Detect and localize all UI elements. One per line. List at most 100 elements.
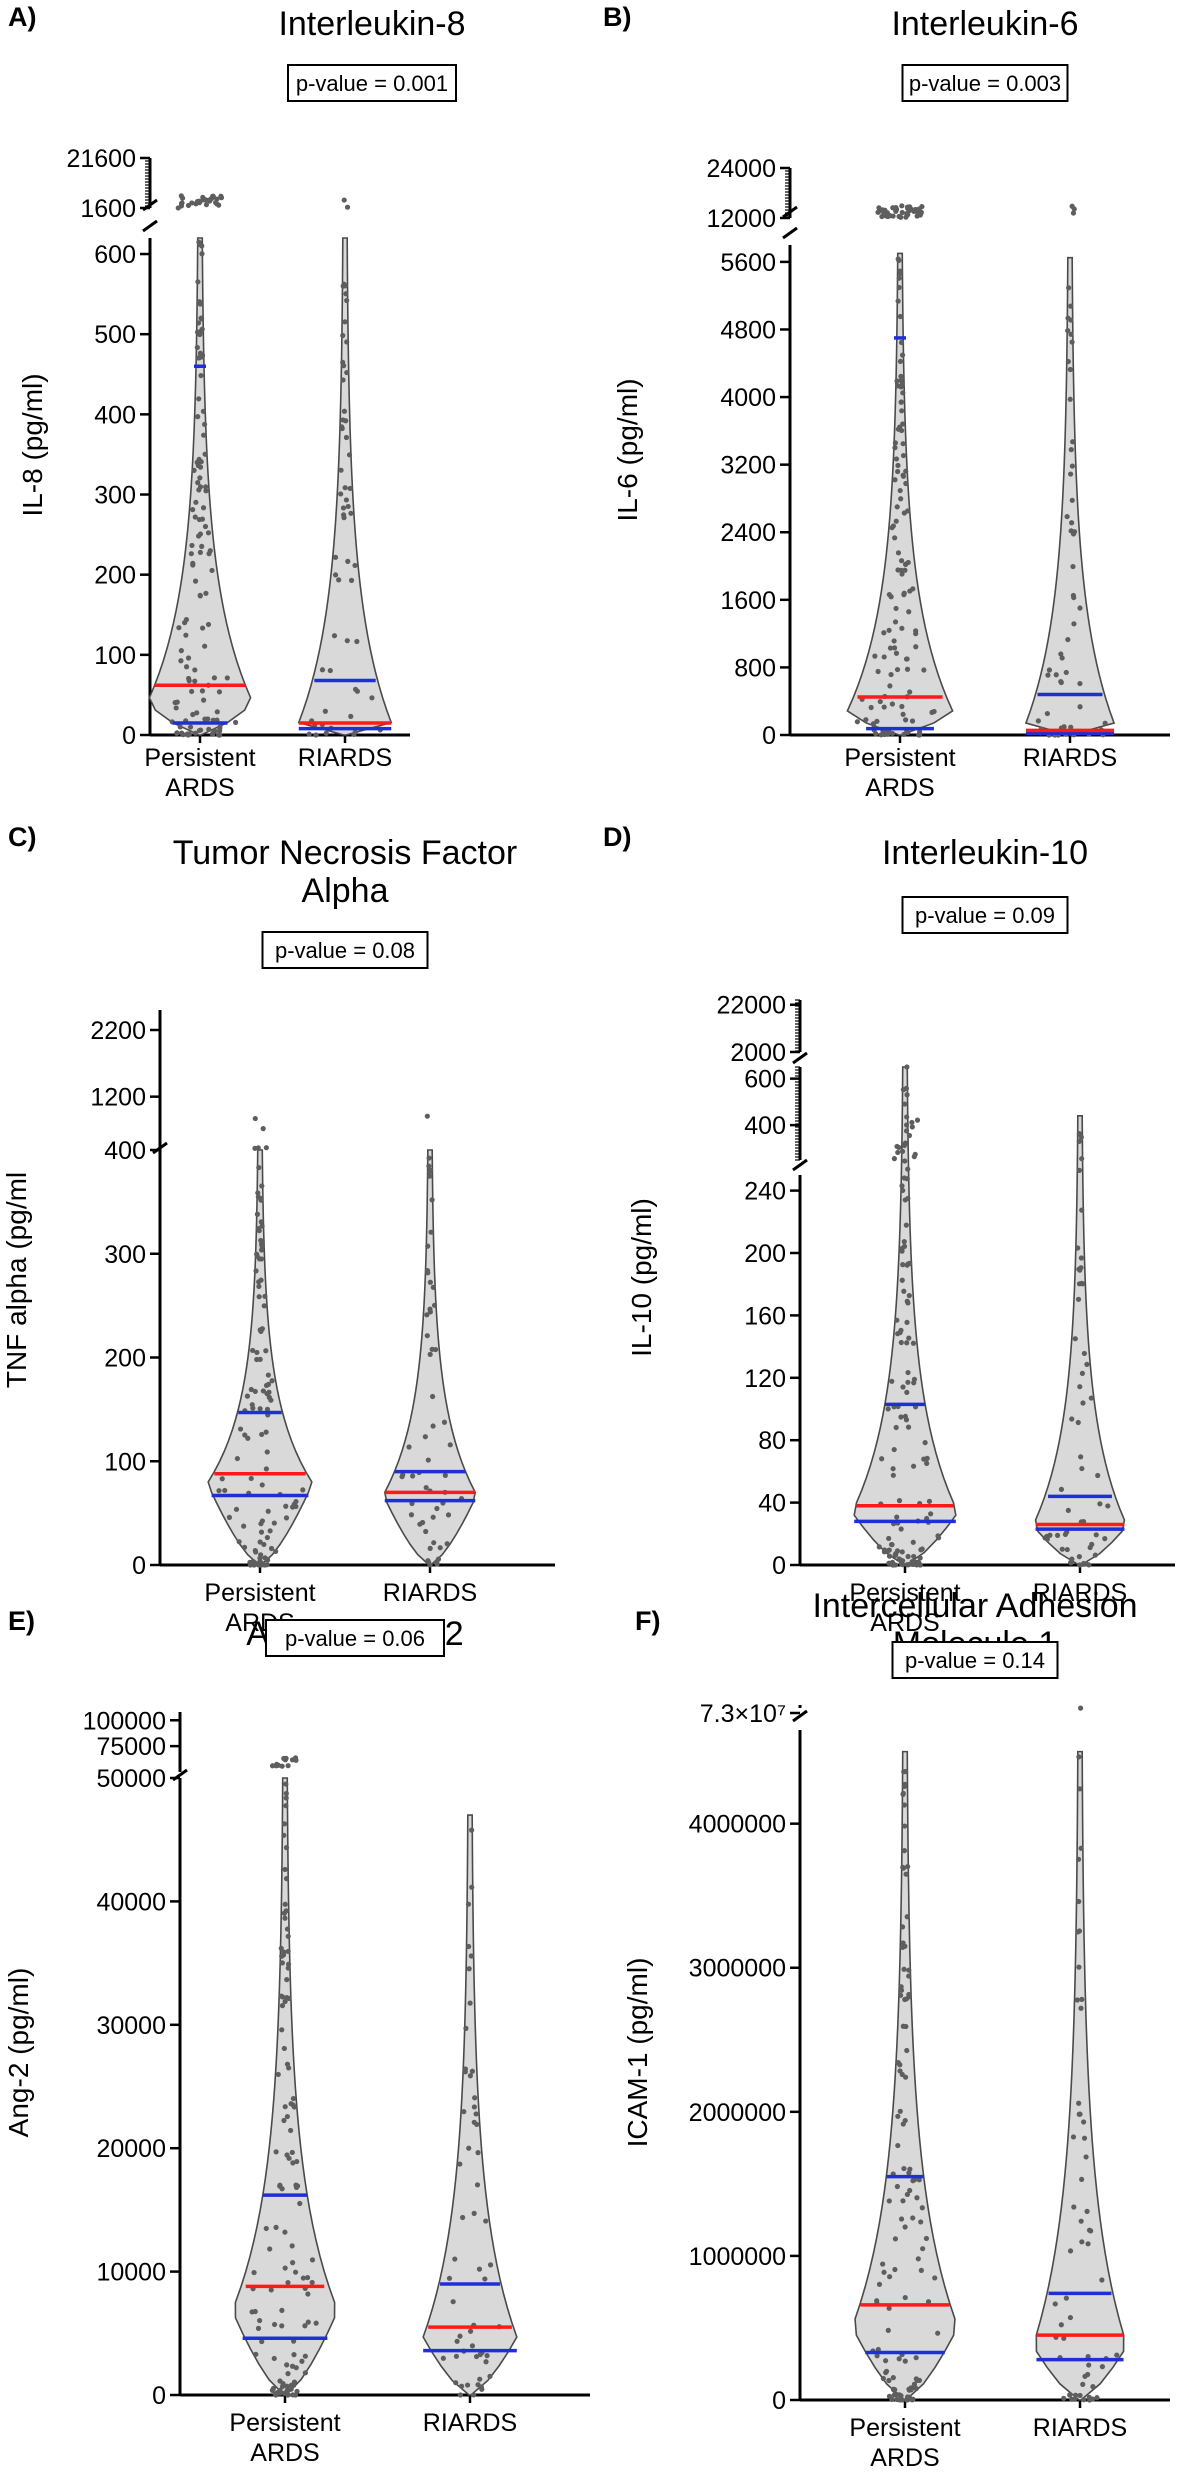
data-point <box>918 1547 924 1553</box>
data-point <box>1065 1507 1071 1514</box>
chart-title: Alpha <box>302 872 389 910</box>
data-point <box>348 713 354 719</box>
y-tick-label: 24000 <box>706 155 776 183</box>
violin-persistent-ards <box>846 252 954 736</box>
data-point <box>196 396 202 402</box>
y-tick-label: 40 <box>758 1490 786 1518</box>
data-point <box>1068 331 1074 337</box>
data-point <box>452 2256 458 2262</box>
data-point <box>906 1335 912 1341</box>
data-point <box>471 2392 477 2398</box>
data-point <box>281 2117 287 2124</box>
data-point <box>900 1865 907 1871</box>
data-point <box>283 1515 290 1521</box>
outlier-point <box>909 1119 915 1126</box>
data-point <box>1075 1856 1082 1862</box>
data-point <box>216 1488 222 1494</box>
y-tick-label: 1600 <box>80 195 136 223</box>
data-point <box>919 2205 925 2211</box>
data-point <box>422 1434 428 1440</box>
data-point <box>435 1556 442 1562</box>
data-point <box>233 719 239 726</box>
data-point <box>910 2215 916 2221</box>
data-point <box>469 2068 475 2074</box>
data-point <box>273 1548 279 1555</box>
data-point <box>252 1548 258 1554</box>
data-point <box>1053 672 1059 678</box>
data-point <box>913 631 919 637</box>
data-point <box>206 551 212 557</box>
data-point <box>466 1943 472 1950</box>
data-point <box>910 2396 916 2402</box>
y-tick-label: 4800 <box>720 316 776 344</box>
data-point <box>264 1406 271 1412</box>
x-tick-label: Persistent <box>849 2414 960 2442</box>
data-point <box>259 1482 265 1488</box>
data-point <box>197 475 203 481</box>
data-point <box>916 2177 922 2183</box>
data-point <box>902 717 909 723</box>
data-point <box>450 2299 456 2305</box>
data-point <box>254 1349 260 1356</box>
y-tick-label: 0 <box>772 2387 786 2415</box>
data-point <box>904 1319 910 1325</box>
data-point <box>279 1994 286 2000</box>
data-point <box>344 638 350 644</box>
data-point <box>195 462 201 469</box>
data-point <box>192 578 199 584</box>
data-point <box>920 2246 926 2252</box>
data-point <box>1081 2119 1087 2125</box>
data-point <box>903 1417 910 1423</box>
data-point <box>888 594 894 600</box>
data-point <box>216 728 223 734</box>
data-point <box>263 1466 269 1472</box>
data-point <box>885 1406 891 1412</box>
data-point <box>870 721 877 727</box>
data-point <box>340 505 347 511</box>
data-point <box>1081 2397 1087 2403</box>
data-point <box>910 1539 916 1545</box>
data-point <box>282 2229 288 2235</box>
y-tick-label: 300 <box>94 482 136 510</box>
data-point <box>893 2391 900 2398</box>
y-tick-label: 22000 <box>716 992 786 1020</box>
data-point <box>286 1995 292 2001</box>
data-point <box>900 1262 906 1268</box>
data-point <box>236 1539 242 1545</box>
data-point <box>901 1783 908 1790</box>
data-point <box>886 2305 892 2311</box>
outlier-point <box>909 1124 915 1130</box>
data-point <box>258 1277 264 1283</box>
data-point <box>893 518 899 524</box>
data-point <box>898 1339 904 1346</box>
data-point <box>892 477 898 483</box>
data-point <box>445 1512 452 1518</box>
data-point <box>895 462 901 469</box>
data-point <box>196 299 203 305</box>
data-point <box>339 425 345 432</box>
data-point <box>1076 1554 1082 1560</box>
data-point <box>173 705 179 711</box>
data-point <box>266 1394 272 1400</box>
data-point <box>253 2351 259 2357</box>
data-point <box>863 717 869 723</box>
data-point <box>1070 2134 1077 2140</box>
x-tick-label: ARDS <box>165 774 234 802</box>
data-point <box>883 2369 889 2376</box>
data-point <box>441 1419 448 1425</box>
data-point <box>901 731 907 738</box>
data-point <box>1063 669 1069 676</box>
data-point <box>902 567 908 573</box>
data-point <box>889 1378 895 1384</box>
data-point <box>283 1803 289 1809</box>
data-point <box>1071 2204 1077 2210</box>
data-point <box>905 1553 911 1560</box>
data-point <box>1102 720 1108 726</box>
violin-persistent-ards <box>234 1777 336 2396</box>
data-point <box>202 523 209 530</box>
y-axis-label: IL-8 (pg/ml) <box>17 373 48 516</box>
data-point <box>258 1529 265 1535</box>
data-point <box>872 653 878 659</box>
data-point <box>345 558 351 564</box>
data-point <box>429 1197 435 1203</box>
